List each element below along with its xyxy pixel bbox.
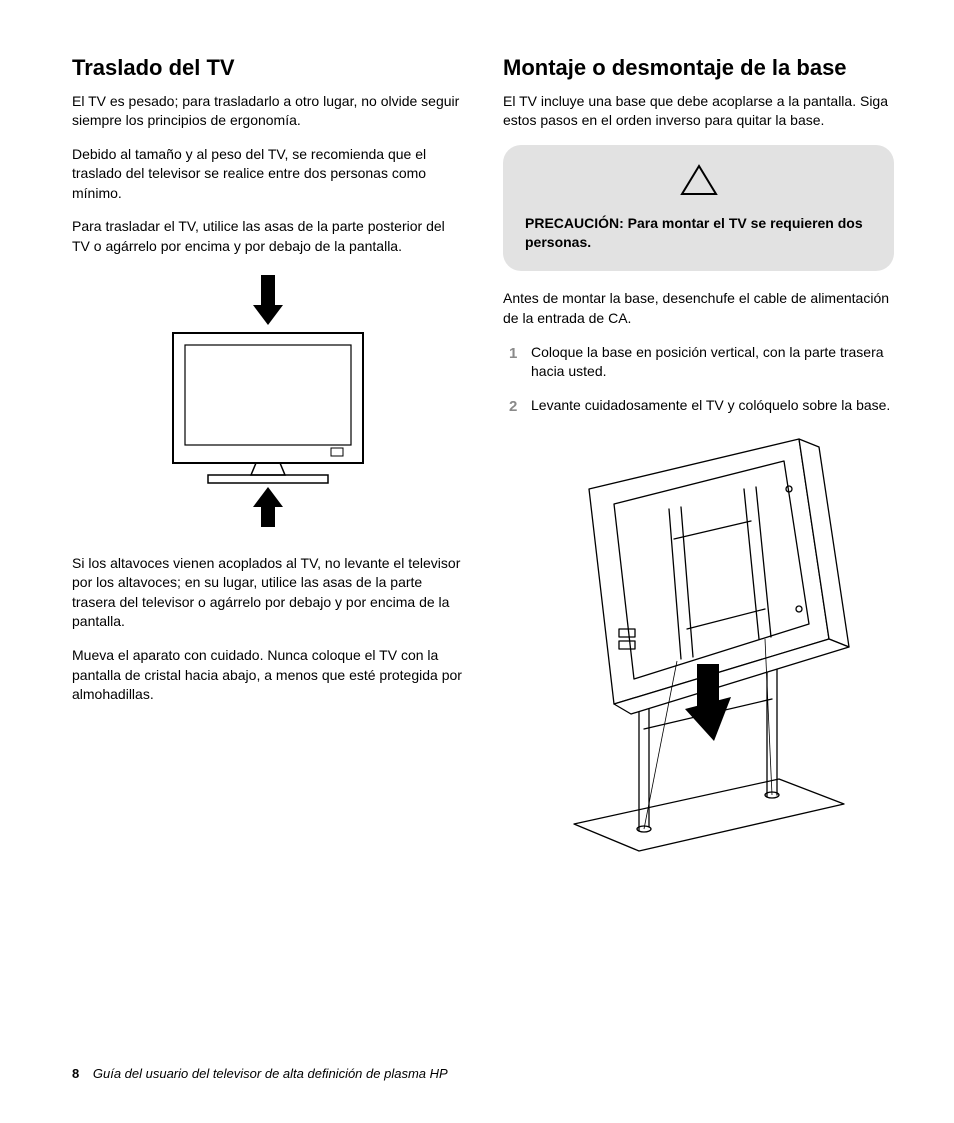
heading-traslado: Traslado del TV	[72, 54, 463, 82]
page-number: 8	[72, 1066, 79, 1081]
tv-mount-diagram-icon	[519, 429, 879, 859]
step-item: Coloque la base en posición vertical, co…	[503, 343, 894, 382]
paragraph: Si los altavoces vienen acoplados al TV,…	[72, 554, 463, 632]
step-item: Levante cuidadosamente el TV y colóquelo…	[503, 396, 894, 416]
two-column-layout: Traslado del TV El TV es pesado; para tr…	[72, 54, 894, 882]
paragraph: El TV es pesado; para trasladarlo a otro…	[72, 92, 463, 131]
heading-montaje: Montaje o desmontaje de la base	[503, 54, 894, 82]
figure-tv-perspective	[503, 429, 894, 864]
caution-box: PRECAUCIÓN: Para montar el TV se requier…	[503, 145, 894, 272]
paragraph: El TV incluye una base que debe acoplars…	[503, 92, 894, 131]
caution-label: PRECAUCIÓN:	[525, 215, 624, 231]
document-page: Traslado del TV El TV es pesado; para tr…	[0, 0, 954, 1123]
paragraph: Debido al tamaño y al peso del TV, se re…	[72, 145, 463, 204]
paragraph: Para trasladar el TV, utilice las asas d…	[72, 217, 463, 256]
tv-front-diagram-icon	[153, 271, 383, 531]
footer-title: Guía del usuario del televisor de alta d…	[93, 1066, 448, 1081]
paragraph: Antes de montar la base, desenchufe el c…	[503, 289, 894, 328]
page-footer: 8 Guía del usuario del televisor de alta…	[72, 1066, 448, 1081]
caution-triangle-icon	[525, 163, 872, 202]
right-column: Montaje o desmontaje de la base El TV in…	[503, 54, 894, 882]
caution-text: PRECAUCIÓN: Para montar el TV se requier…	[525, 214, 872, 252]
paragraph: Mueva el aparato con cuidado. Nunca colo…	[72, 646, 463, 705]
figure-tv-front	[72, 271, 463, 536]
left-column: Traslado del TV El TV es pesado; para tr…	[72, 54, 463, 882]
steps-list: Coloque la base en posición vertical, co…	[503, 343, 894, 416]
